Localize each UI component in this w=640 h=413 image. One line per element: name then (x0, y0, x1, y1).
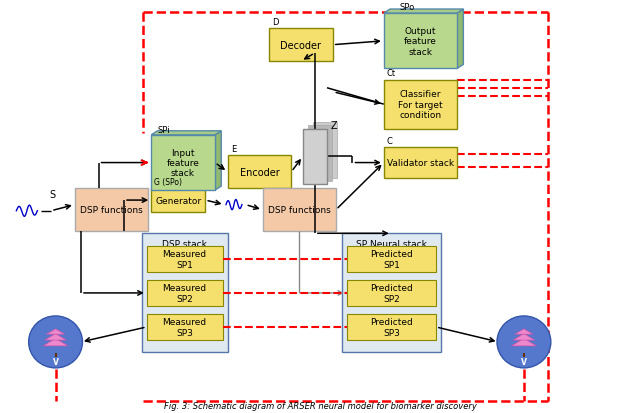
Text: Measured
SP2: Measured SP2 (163, 284, 207, 303)
FancyBboxPatch shape (347, 280, 436, 306)
FancyBboxPatch shape (313, 123, 337, 178)
Text: G (SPo): G (SPo) (154, 178, 182, 187)
Text: Measured
SP3: Measured SP3 (163, 318, 207, 337)
Text: S: S (50, 190, 56, 200)
Polygon shape (43, 339, 68, 346)
Text: Predicted
SP3: Predicted SP3 (370, 318, 413, 337)
Text: Classifier
For target
condition: Classifier For target condition (398, 90, 443, 120)
Polygon shape (151, 131, 221, 135)
FancyBboxPatch shape (347, 246, 436, 273)
Text: D: D (272, 18, 278, 27)
Text: C: C (387, 137, 393, 146)
Text: Encoder: Encoder (239, 167, 279, 177)
Text: SP Neural stack: SP Neural stack (356, 240, 427, 249)
Text: Decoder: Decoder (280, 40, 321, 50)
Polygon shape (384, 10, 463, 14)
FancyBboxPatch shape (147, 246, 223, 273)
Text: Validator stack: Validator stack (387, 159, 454, 168)
Polygon shape (47, 329, 65, 335)
FancyBboxPatch shape (308, 126, 332, 181)
Text: Ct: Ct (387, 69, 396, 78)
FancyBboxPatch shape (269, 29, 333, 62)
Text: SPo: SPo (399, 3, 415, 12)
Text: DSP functions: DSP functions (80, 206, 143, 215)
FancyBboxPatch shape (147, 314, 223, 340)
FancyBboxPatch shape (384, 14, 457, 69)
Text: Generator: Generator (155, 196, 202, 205)
Text: Output
feature
stack: Output feature stack (404, 27, 436, 57)
FancyBboxPatch shape (141, 234, 228, 352)
Text: Measured
SP1: Measured SP1 (163, 249, 207, 269)
Text: Predicted
SP2: Predicted SP2 (370, 284, 413, 303)
Text: Predicted
SP1: Predicted SP1 (370, 249, 413, 269)
Text: Input
feature
stack: Input feature stack (166, 148, 200, 178)
FancyBboxPatch shape (147, 280, 223, 306)
FancyBboxPatch shape (303, 129, 327, 185)
Ellipse shape (497, 316, 551, 368)
Text: V: V (52, 357, 58, 366)
FancyBboxPatch shape (228, 156, 291, 189)
FancyBboxPatch shape (75, 189, 148, 232)
Text: Fig. 3: Schematic diagram of ARSER neural model for biomarker discovery: Fig. 3: Schematic diagram of ARSER neura… (164, 401, 476, 410)
Polygon shape (515, 329, 533, 335)
Text: V: V (521, 357, 527, 366)
FancyBboxPatch shape (384, 81, 457, 129)
Text: SPi: SPi (157, 125, 170, 134)
FancyBboxPatch shape (347, 314, 436, 340)
FancyBboxPatch shape (384, 148, 457, 178)
Text: Z: Z (331, 121, 337, 131)
FancyBboxPatch shape (151, 189, 205, 212)
FancyBboxPatch shape (342, 234, 441, 352)
Polygon shape (215, 131, 221, 191)
Text: DSP functions: DSP functions (268, 206, 331, 215)
Polygon shape (457, 10, 463, 69)
FancyBboxPatch shape (262, 189, 336, 232)
Polygon shape (513, 334, 534, 340)
Ellipse shape (29, 316, 83, 368)
Polygon shape (45, 334, 67, 340)
Text: DSP stack: DSP stack (162, 240, 207, 249)
Polygon shape (511, 339, 536, 346)
FancyBboxPatch shape (151, 135, 215, 191)
Text: E: E (231, 145, 236, 154)
